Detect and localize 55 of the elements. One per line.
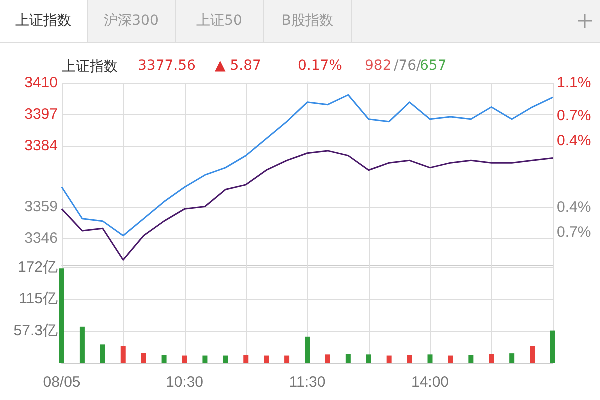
bar <box>60 268 64 363</box>
y-tick-label: 57.3亿 <box>14 322 58 340</box>
x-tick-label: 14:00 <box>411 374 450 391</box>
bar <box>407 355 412 363</box>
bar <box>223 356 228 363</box>
y-tick-label: 115亿 <box>19 290 58 308</box>
y-tick-label: 3384 <box>24 138 58 155</box>
text: 沪深300 <box>88 0 176 42</box>
line-series <box>61 150 554 261</box>
text: 3377.56 <box>138 58 196 74</box>
y2-tick-label: 0.7% <box>557 108 592 125</box>
bar <box>428 354 433 363</box>
bar <box>244 355 249 363</box>
y2-tick-label: 0.4% <box>557 199 592 216</box>
bar <box>202 356 208 363</box>
bar <box>550 330 556 363</box>
bar <box>530 346 536 363</box>
x-tick-label: 10:30 <box>166 374 204 391</box>
chart-title: 上证指数 <box>62 58 118 76</box>
text: 上证指数 <box>0 0 88 42</box>
bar <box>510 354 515 363</box>
x-tick-label: 11:30 <box>289 374 326 391</box>
bar <box>325 354 330 363</box>
y-tick-label: 3359 <box>24 198 58 216</box>
text: ▲ 5.87 <box>215 58 262 74</box>
bar <box>284 356 290 363</box>
text: 982 <box>365 58 392 74</box>
y2-tick-label: 1.1% <box>557 74 592 92</box>
text: B股指数 <box>264 0 352 42</box>
y2-tick-label: 0.4% <box>557 132 592 150</box>
line-series <box>61 94 554 237</box>
text: 0.17% <box>298 58 342 74</box>
y-tick-label: 172亿 <box>18 259 58 276</box>
bar <box>366 354 372 363</box>
bar <box>182 356 188 363</box>
x-tick-label: 08/05 <box>43 374 81 391</box>
bar <box>386 356 392 363</box>
y2-tick-label: 0.7% <box>557 224 592 242</box>
bar <box>141 353 146 363</box>
bar <box>120 346 126 363</box>
y-tick-label: 3346 <box>24 230 58 247</box>
bar <box>489 354 494 363</box>
bar <box>100 344 106 363</box>
y-tick-label: 3410 <box>24 74 58 92</box>
bar <box>80 326 85 363</box>
text: 657 <box>420 58 447 74</box>
bar <box>264 356 270 363</box>
text: 上证50 <box>176 0 264 42</box>
bar <box>448 356 454 363</box>
text: /76/ <box>394 58 422 74</box>
y-tick-label: 3397 <box>24 106 58 124</box>
bar <box>468 355 474 363</box>
bar <box>305 336 310 363</box>
bar <box>162 355 167 363</box>
bar <box>346 354 351 363</box>
